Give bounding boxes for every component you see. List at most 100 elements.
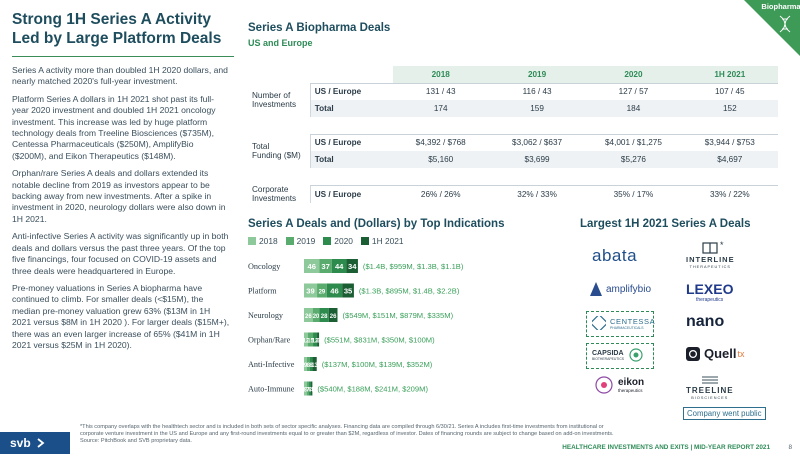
title-divider [12,56,234,57]
title-line-2: Led by Large Platform Deals [12,30,222,47]
table-cell: 35% / 17% [585,184,682,203]
bar-segment [313,332,318,347]
public-outline [586,311,654,337]
dollar-label: ($540M, $188M, $241M, $209M) [317,385,428,394]
bar-segment [304,308,313,322]
bar-segment [304,259,320,273]
bar-segment [304,381,307,396]
dollar-label: ($551M, $831M, $350M, $100M) [324,336,435,345]
bar-value-label: 44 [335,262,344,271]
category-label: Orphan/Rare [248,336,291,345]
bar-value-label: 34 [348,262,357,271]
table-cell: $5,276 [585,151,682,168]
chart-legend: 2018 2019 2020 1H 2021 [248,236,404,246]
bar-segment [319,308,329,322]
chevron-right-icon [37,438,45,448]
capsida-mark-icon [629,348,643,362]
svb-logo: svb [0,432,70,454]
overlap-asterisk: * [720,240,724,250]
page-number: 8 [788,444,792,451]
bar-segment [331,259,347,273]
legend-item: 2018 [248,236,278,246]
table-cell: 159 [488,100,586,117]
category-label: Neurology [248,311,284,320]
logo-lexeo: LEXEO therapeutics [686,281,734,303]
bar-value-label: 6 [316,338,320,344]
footnote: *This company overlaps with the healthte… [80,424,614,445]
group-label-corporate: Corporate Investments [252,185,297,203]
bar-value-label: 26 [330,314,337,320]
bar-value-label: 8 [309,363,313,369]
bar-segment [307,357,310,371]
logo-capsida: CAPSIDA BIOTHERAPEUTICS [592,347,644,363]
paragraph-2: Platform Series A dollars in 1H 2021 sho… [12,93,216,161]
dollar-label: ($549M, $151M, $879M, $335M) [343,311,454,320]
table-cell: 152 [681,100,778,117]
legend-swatch [360,237,369,245]
year-header: 1H 2021 [681,66,778,83]
amplifybio-mark-icon [590,282,602,296]
table-row: Number of Investments US / Europe 131 / … [248,82,778,109]
row-label: US / Europe [309,133,393,151]
bar-value-label: 26 [305,314,312,320]
deals-table: 2018 2019 2020 1H 2021 Number of Investm… [248,66,778,203]
bar-segment [309,381,312,396]
legend-item: 2019 [285,236,315,246]
dollar-label: ($1.3B, $895M, $1.4B, $2.2B) [359,287,460,296]
page-title: Strong 1H Series A Activity Led by Large… [12,10,230,48]
bar-value-label: 46 [307,262,315,271]
table-cell: 107 / 45 [681,82,778,100]
bar-segment [317,283,327,298]
category-label: Platform [248,287,277,296]
bar-segment [304,357,308,371]
table-cell: 26% / 26% [392,184,489,203]
legend-swatch [285,237,294,245]
table-cell: $5,160 [392,151,489,168]
title-line-1: Strong 1H Series A Activity [12,11,211,28]
bar-value-label: 29 [319,289,326,295]
row-label: Total [309,151,393,168]
table-cell: $3,944 / $753 [681,133,778,151]
report-name: HEALTHCARE INVESTMENTS AND EXITS | MID-Y… [562,444,770,451]
bar-segment [328,308,338,322]
bar-value-label: 8 [307,363,311,369]
table-cell: $3,062 / $637 [488,133,586,151]
paragraph-1: Series A activity more than doubled 1H 2… [12,65,228,87]
logo-abata: abata [592,246,638,265]
dollar-label: ($1.4B, $959M, $1.3B, $1.1B) [363,262,464,271]
bar-segment [346,259,358,273]
table-row: Corporate Investments US / Europe 26% / … [248,184,778,203]
logo-amplifybio: amplifybio [590,282,651,296]
year-header: 2019 [488,66,586,83]
table-cell: 116 / 43 [488,82,586,100]
bar-segment [319,259,332,273]
year-header: 2020 [585,66,682,83]
bar-value-label: 13 [311,363,318,369]
logo-nano: nano [686,313,725,330]
deals-table-wrap: 2018 2019 2020 1H 2021 Number of Investm… [248,66,778,203]
row-label: US / Europe [309,82,393,100]
table-cell: 32% / 33% [488,184,586,203]
bar-value-label: 15 [307,338,314,344]
bar-segment [309,357,313,371]
corner-label: Biopharma [761,2,800,11]
bar-segment [326,283,343,298]
logos-title: Largest 1H 2021 Series A Deals [580,218,751,230]
table-cell: 33% / 22% [681,184,778,203]
legend-item: 1H 2021 [360,236,404,246]
table-cell: 127 / 57 [585,82,682,100]
bar-value-label: 20 [313,314,320,320]
table-cell: $4,697 [681,151,778,168]
logo-interline: INTERLINE THERAPEUTICS [686,242,735,269]
bar-segment [317,332,320,347]
year-header: 2018 [392,66,489,83]
corner-triangle [744,0,800,56]
category-label: Anti-Infective [248,360,295,369]
dollar-label: ($137M, $100M, $139M, $352M) [322,360,433,369]
bar-value-label: 39 [306,286,314,295]
table-cell: $3,699 [488,151,586,168]
chart-title: Series A Deals and (Dollars) by Top Indi… [248,218,505,230]
dna-icon [779,15,791,33]
paragraph-4: Anti-infective Series A activity was sig… [12,231,229,276]
